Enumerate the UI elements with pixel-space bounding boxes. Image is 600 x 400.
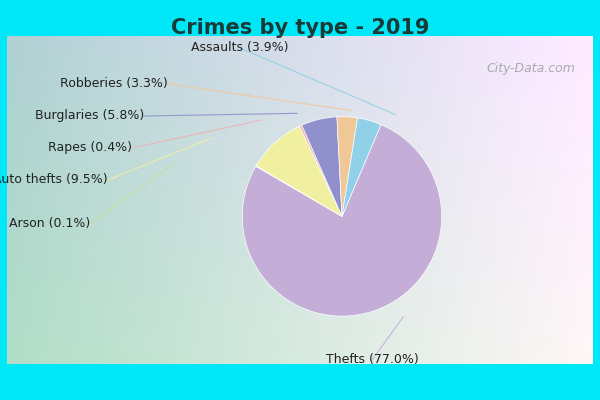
Text: Crimes by type - 2019: Crimes by type - 2019 [171, 18, 429, 38]
Wedge shape [342, 118, 381, 216]
Wedge shape [299, 125, 342, 216]
Wedge shape [256, 166, 342, 216]
Text: Thefts (77.0%): Thefts (77.0%) [326, 354, 418, 366]
Text: Rapes (0.4%): Rapes (0.4%) [48, 142, 132, 154]
Wedge shape [242, 125, 442, 316]
Text: Robberies (3.3%): Robberies (3.3%) [60, 78, 168, 90]
Text: City-Data.com: City-Data.com [487, 62, 575, 75]
Wedge shape [302, 117, 342, 216]
Text: Auto thefts (9.5%): Auto thefts (9.5%) [0, 174, 108, 186]
Text: Arson (0.1%): Arson (0.1%) [9, 218, 90, 230]
Wedge shape [256, 126, 342, 216]
Text: Burglaries (5.8%): Burglaries (5.8%) [35, 110, 144, 122]
Wedge shape [337, 117, 358, 216]
Text: Assaults (3.9%): Assaults (3.9%) [191, 42, 289, 54]
